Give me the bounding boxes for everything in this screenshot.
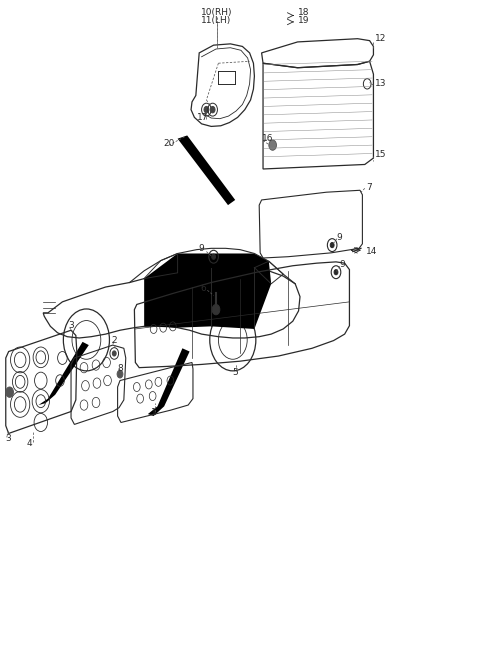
Text: 4: 4 (27, 439, 33, 448)
Text: 14: 14 (366, 247, 377, 256)
Polygon shape (144, 253, 271, 329)
Circle shape (210, 106, 215, 113)
Text: 2: 2 (111, 336, 117, 345)
Text: 11(LH): 11(LH) (201, 16, 231, 25)
Text: 8: 8 (118, 364, 123, 373)
Text: 17: 17 (197, 113, 208, 122)
Text: 19: 19 (298, 16, 309, 25)
Circle shape (269, 140, 276, 150)
Text: 3: 3 (6, 434, 12, 443)
Text: 13: 13 (375, 79, 387, 88)
Circle shape (6, 387, 13, 397)
Polygon shape (148, 348, 190, 416)
Text: 5: 5 (232, 368, 238, 377)
Circle shape (112, 351, 116, 356)
Circle shape (204, 106, 209, 113)
Circle shape (212, 254, 216, 259)
Text: 1: 1 (151, 408, 156, 417)
Circle shape (334, 270, 338, 275)
Circle shape (212, 304, 220, 315)
Text: 18: 18 (298, 8, 309, 17)
Circle shape (330, 243, 334, 248)
Polygon shape (178, 135, 235, 205)
Polygon shape (38, 342, 89, 405)
Text: 9: 9 (336, 233, 342, 242)
Text: 15: 15 (375, 150, 387, 159)
Text: 9: 9 (340, 260, 346, 269)
Text: 12: 12 (375, 34, 387, 43)
Text: 9: 9 (198, 244, 204, 253)
Text: 6: 6 (201, 284, 206, 293)
Text: 10(RH): 10(RH) (201, 8, 232, 17)
Text: 16: 16 (262, 134, 273, 143)
Text: 7: 7 (366, 183, 372, 192)
Text: 3: 3 (69, 321, 74, 330)
Circle shape (117, 370, 123, 378)
Text: 20: 20 (163, 139, 175, 148)
